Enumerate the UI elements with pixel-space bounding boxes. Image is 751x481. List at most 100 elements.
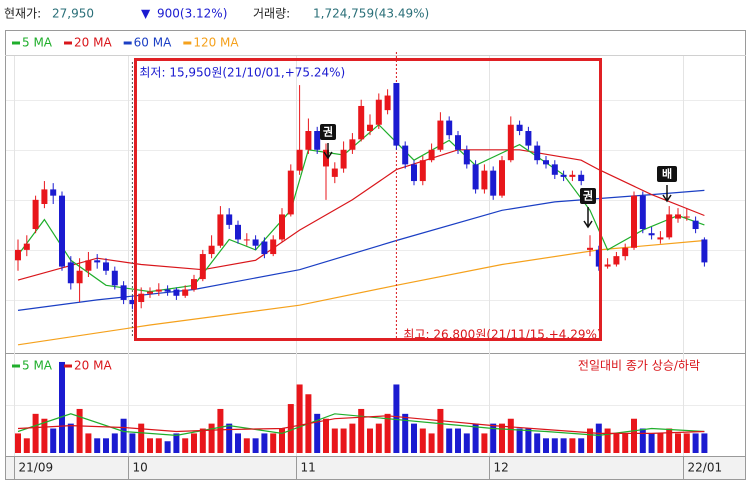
marker-text: 권	[323, 126, 333, 139]
volume-bar	[516, 428, 523, 453]
moving-average-line	[17, 149, 705, 281]
volume-bar	[367, 428, 373, 453]
candle-body	[340, 149, 347, 169]
marker-text: 배	[662, 167, 672, 181]
marker: 권	[580, 188, 596, 229]
x-tick-label: 22/01	[688, 461, 723, 475]
candle-body	[138, 293, 145, 303]
volume-bar	[138, 423, 145, 453]
candle-body	[32, 199, 39, 230]
marker-arrow	[323, 143, 333, 160]
volume-bar	[666, 428, 673, 453]
volume-bar	[419, 428, 426, 453]
candle-body	[279, 214, 285, 240]
candle-body	[393, 83, 400, 146]
candle-body	[331, 168, 338, 177]
legend-label: 60 MA	[134, 36, 172, 50]
candle-body	[543, 160, 549, 165]
volume-bar	[235, 433, 241, 453]
volume-label: 거래량:	[253, 7, 290, 21]
candle-body	[578, 174, 585, 182]
volume-bar	[578, 438, 585, 453]
candle-body	[692, 220, 699, 230]
candle-body	[525, 131, 532, 146]
chart-frame	[5, 30, 746, 480]
volume-bar	[208, 423, 215, 453]
volume-bar	[472, 423, 479, 453]
volume-bar	[551, 438, 558, 453]
volume-bar	[560, 438, 567, 453]
candle-body	[666, 214, 673, 238]
candle-body	[437, 120, 444, 150]
volume-bar	[226, 423, 233, 453]
volume-bar	[455, 428, 461, 453]
legend-label: 20 MA	[74, 36, 112, 50]
legend-label: 5 MA	[22, 36, 53, 50]
volume-bar	[525, 428, 532, 453]
candle-body	[446, 120, 453, 136]
volume-bar	[296, 384, 303, 453]
candle-body	[94, 260, 101, 263]
volume-bar	[111, 433, 118, 453]
legend-label: 5 MA	[22, 359, 53, 373]
candle-body	[129, 299, 136, 305]
candle-body	[701, 239, 708, 263]
candle-body	[111, 270, 118, 286]
volume-bar	[657, 433, 664, 453]
candle-body	[261, 241, 268, 255]
candle-body	[631, 195, 637, 248]
volume-bar	[507, 418, 514, 453]
volume-bar	[85, 433, 92, 453]
candle-body	[472, 164, 479, 190]
volume-bar	[675, 433, 681, 453]
marker-badge	[580, 188, 596, 204]
volume: 1,724,759(43.49%)	[313, 7, 429, 21]
volume-bar	[569, 438, 576, 453]
candle-body	[235, 224, 241, 240]
candle-body	[551, 164, 558, 175]
candle-body	[323, 149, 329, 167]
volume-bar	[217, 408, 224, 453]
candle-body	[270, 239, 277, 255]
candle-body	[252, 239, 259, 246]
volume-bar	[331, 428, 338, 453]
volume-bar	[261, 433, 268, 453]
volume-bar	[604, 428, 611, 453]
volume-bar	[103, 438, 109, 453]
volume-bar	[692, 433, 699, 453]
candle-body	[375, 99, 382, 125]
candle-body	[402, 145, 409, 165]
volume-bar	[270, 433, 277, 453]
candle-body	[85, 260, 92, 271]
volume-bar	[622, 433, 629, 453]
candle-body	[59, 195, 65, 267]
x-tick-label: 11	[301, 461, 316, 475]
volume-bar	[50, 428, 57, 453]
candle-body	[199, 254, 206, 280]
volume-bar	[199, 428, 206, 453]
volume-bar	[32, 413, 39, 453]
candle-body	[683, 216, 690, 218]
candle-body	[411, 164, 417, 182]
volume-bar	[463, 433, 470, 453]
volume-bar	[446, 428, 453, 453]
candle-body	[657, 237, 664, 240]
volume-bar	[437, 408, 444, 453]
candle-body	[463, 149, 470, 165]
volume-bar	[173, 433, 180, 453]
volume-bar	[23, 438, 30, 453]
candle-body	[305, 131, 312, 150]
volume-bar	[384, 413, 391, 453]
volume-bar	[120, 418, 127, 453]
candle-body	[622, 247, 629, 257]
candle-body	[314, 131, 321, 150]
volume-bar	[252, 438, 259, 453]
candle-body	[419, 160, 426, 182]
x-tick-label: 10	[133, 461, 148, 475]
candle-body	[76, 270, 83, 284]
volume-bar	[428, 433, 435, 453]
volume-bar	[155, 438, 162, 453]
marker-text: 권	[583, 190, 593, 203]
moving-average-line	[17, 413, 705, 437]
candle-body	[103, 262, 109, 271]
